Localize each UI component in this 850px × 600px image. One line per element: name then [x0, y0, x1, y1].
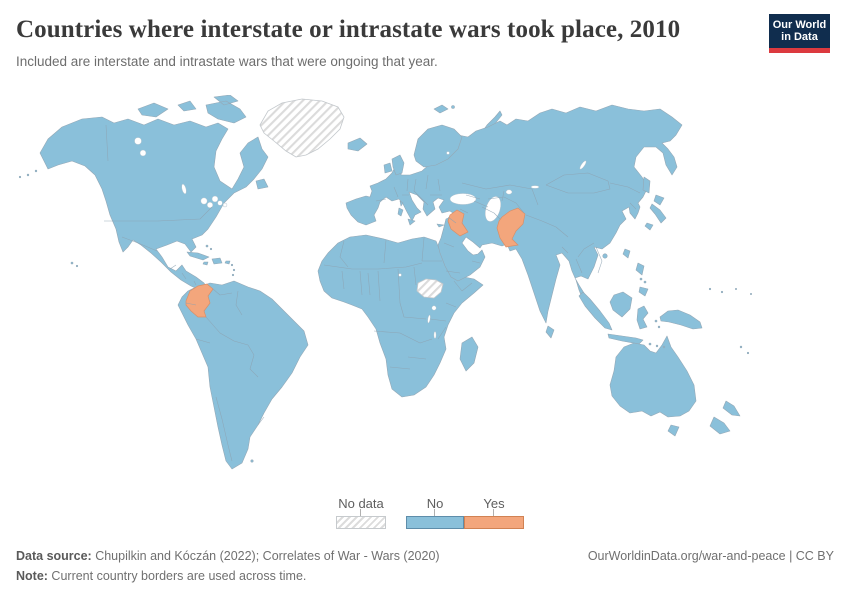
- legend-tick-no-data: [360, 509, 361, 516]
- landmass-africa[interactable]: [317, 234, 484, 398]
- region-south-sudan[interactable]: [416, 278, 444, 299]
- landmass-new-guinea[interactable]: [659, 309, 703, 330]
- landmass-caribbean[interactable]: [186, 251, 231, 266]
- legend-tick-yes: [493, 509, 494, 516]
- region-colombia[interactable]: [185, 283, 214, 318]
- owid-logo-line1: Our World: [772, 19, 827, 31]
- owid-logo-line2: in Data: [781, 31, 818, 43]
- data-source-line: Data source: Chupilkin and Kóczán (2022)…: [16, 549, 440, 563]
- legend-swatch-yes[interactable]: [464, 516, 524, 529]
- legend-label-no-data: No data: [338, 496, 384, 511]
- landmass-japan-sakhalin[interactable]: [642, 176, 667, 231]
- landmass-taiwan-philippines[interactable]: [622, 248, 649, 297]
- chart-subtitle: Included are interstate and intrastate w…: [16, 54, 438, 69]
- landmass-sri-lanka[interactable]: [545, 325, 555, 339]
- owid-logo[interactable]: Our World in Data: [769, 14, 830, 53]
- landmass-mediterranean-islands[interactable]: [397, 200, 454, 228]
- owid-logo-stripe: [769, 48, 830, 53]
- legend-swatch-no-data[interactable]: [336, 516, 386, 529]
- landmass-arctic-islands[interactable]: [137, 95, 269, 190]
- note-text: Current country borders are used across …: [47, 569, 307, 583]
- note-line: Note: Current country borders are used a…: [16, 569, 306, 583]
- landmass-scandinavia[interactable]: [413, 124, 463, 168]
- legend-tick-no: [434, 509, 435, 516]
- world-map-svg[interactable]: [10, 95, 840, 475]
- landmass-australia[interactable]: [609, 335, 697, 437]
- landmass-iceland[interactable]: [347, 137, 368, 152]
- landmass-new-zealand[interactable]: [709, 400, 741, 435]
- region-greenland[interactable]: [259, 98, 345, 158]
- landmass-madagascar[interactable]: [459, 336, 479, 372]
- landmass-north-america[interactable]: [39, 116, 269, 291]
- legend-swatch-no[interactable]: [406, 516, 464, 529]
- data-source-text: Chupilkin and Kóczán (2022); Correlates …: [91, 549, 440, 563]
- data-source-label: Data source:: [16, 549, 92, 563]
- landmass-british-isles[interactable]: [383, 154, 405, 176]
- inland-lakes: [134, 137, 587, 339]
- small-islands: [18, 105, 752, 463]
- region-pakistan[interactable]: [496, 207, 526, 248]
- black-sea: [449, 193, 477, 205]
- legend-label-yes: Yes: [483, 496, 505, 511]
- landmass-indonesia[interactable]: [578, 291, 649, 345]
- landmass-south-america[interactable]: [177, 280, 309, 470]
- owid-logo-box: Our World in Data: [769, 14, 830, 48]
- page-title: Countries where interstate or intrastate…: [16, 16, 681, 43]
- owid-link[interactable]: OurWorldinData.org/war-and-peace | CC BY: [587, 549, 834, 563]
- world-map[interactable]: [10, 95, 840, 475]
- region-iraq[interactable]: [447, 209, 469, 237]
- note-label: Note:: [16, 569, 48, 583]
- legend-label-no: No: [426, 496, 444, 511]
- country-borders: [104, 124, 641, 462]
- caspian-sea: [485, 196, 501, 222]
